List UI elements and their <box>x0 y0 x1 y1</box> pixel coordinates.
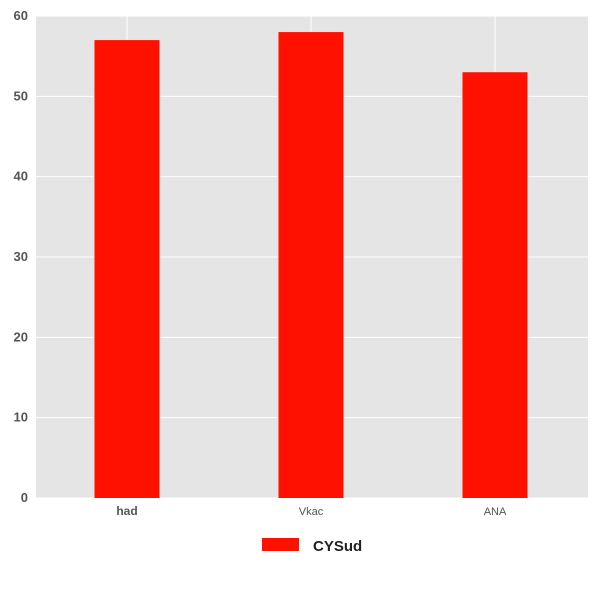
y-tick-label: 20 <box>14 329 28 344</box>
y-tick-label: 50 <box>14 88 28 103</box>
legend: CYSud <box>262 538 362 555</box>
x-tick-label: ANA <box>484 506 507 518</box>
y-tick-label: 60 <box>14 8 28 23</box>
y-tick-label: 30 <box>14 249 28 264</box>
x-tick-label: Vkac <box>299 506 324 518</box>
bar <box>278 32 344 499</box>
x-axis-ticks: had Vkac ANA <box>116 504 507 518</box>
y-axis-ticks: 0 10 20 30 40 50 60 <box>14 8 28 505</box>
x-tick-label: had <box>116 504 137 518</box>
bar <box>94 40 160 498</box>
legend-label: CYSud <box>313 538 362 555</box>
bars <box>94 32 528 499</box>
y-tick-label: 10 <box>14 410 28 425</box>
bar <box>462 72 528 498</box>
y-tick-label: 0 <box>21 490 28 505</box>
legend-swatch <box>262 538 299 551</box>
y-tick-label: 40 <box>14 169 28 184</box>
